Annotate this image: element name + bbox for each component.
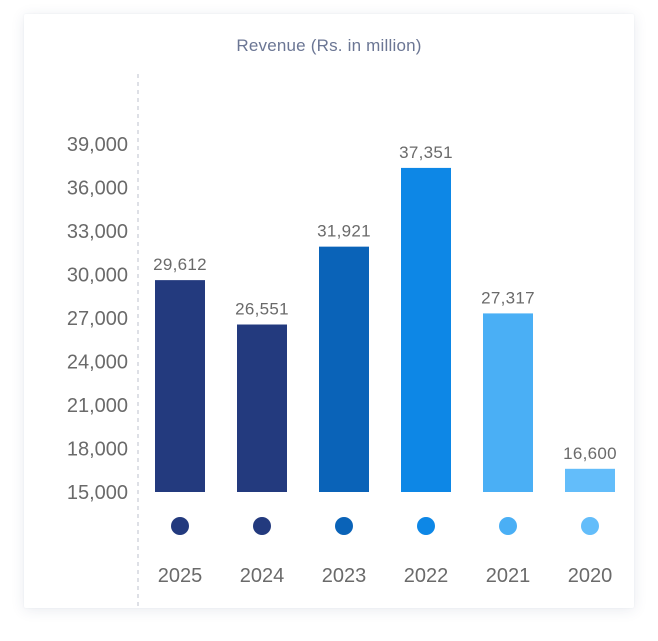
category-dots-group bbox=[171, 517, 599, 535]
y-axis-ticks: 15,000 18,000 21,000 24,000 27,000 30,000 33,0… bbox=[67, 134, 128, 504]
x-category-label: 2025 bbox=[158, 565, 203, 587]
data-label-2025: 29,612 bbox=[153, 255, 207, 274]
category-dot-2024 bbox=[253, 517, 271, 535]
x-category-label: 2020 bbox=[568, 565, 613, 587]
category-dot-2021 bbox=[499, 517, 517, 535]
x-category-label: 2021 bbox=[486, 565, 531, 587]
category-dot-2020 bbox=[581, 517, 599, 535]
bar-2022 bbox=[401, 167, 451, 492]
data-labels-group: 29,612 26,551 31,921 37,351 27,317 16,600 bbox=[153, 143, 617, 463]
data-label-2022: 37,351 bbox=[399, 143, 453, 162]
category-labels-group: 2025 2024 2023 2022 2021 2020 bbox=[158, 565, 613, 587]
bar-2023 bbox=[319, 246, 369, 492]
data-label-2020: 16,600 bbox=[563, 444, 617, 463]
bars-group bbox=[155, 167, 615, 492]
y-tick-label: 15,000 bbox=[67, 482, 128, 504]
x-category-label: 2024 bbox=[240, 565, 285, 587]
bar-2024 bbox=[237, 324, 287, 492]
data-label-2024: 26,551 bbox=[235, 300, 289, 319]
chart-title: Revenue (Rs. in million) bbox=[236, 36, 422, 55]
y-tick-label: 24,000 bbox=[67, 352, 128, 374]
category-dot-2025 bbox=[171, 517, 189, 535]
data-label-2021: 27,317 bbox=[481, 288, 535, 307]
x-category-label: 2023 bbox=[322, 565, 367, 587]
y-tick-label: 39,000 bbox=[67, 134, 128, 156]
x-category-label: 2022 bbox=[404, 565, 449, 587]
category-dot-2022 bbox=[417, 517, 435, 535]
bar-2025 bbox=[155, 280, 205, 492]
y-tick-label: 27,000 bbox=[67, 308, 128, 330]
y-tick-label: 33,000 bbox=[67, 221, 128, 243]
bar-2021 bbox=[483, 313, 533, 492]
y-tick-label: 36,000 bbox=[67, 178, 128, 200]
category-dot-2023 bbox=[335, 517, 353, 535]
y-tick-label: 18,000 bbox=[67, 439, 128, 461]
y-tick-label: 30,000 bbox=[67, 265, 128, 287]
y-tick-label: 21,000 bbox=[67, 395, 128, 417]
data-label-2023: 31,921 bbox=[317, 222, 371, 241]
bar-2020 bbox=[565, 468, 615, 492]
